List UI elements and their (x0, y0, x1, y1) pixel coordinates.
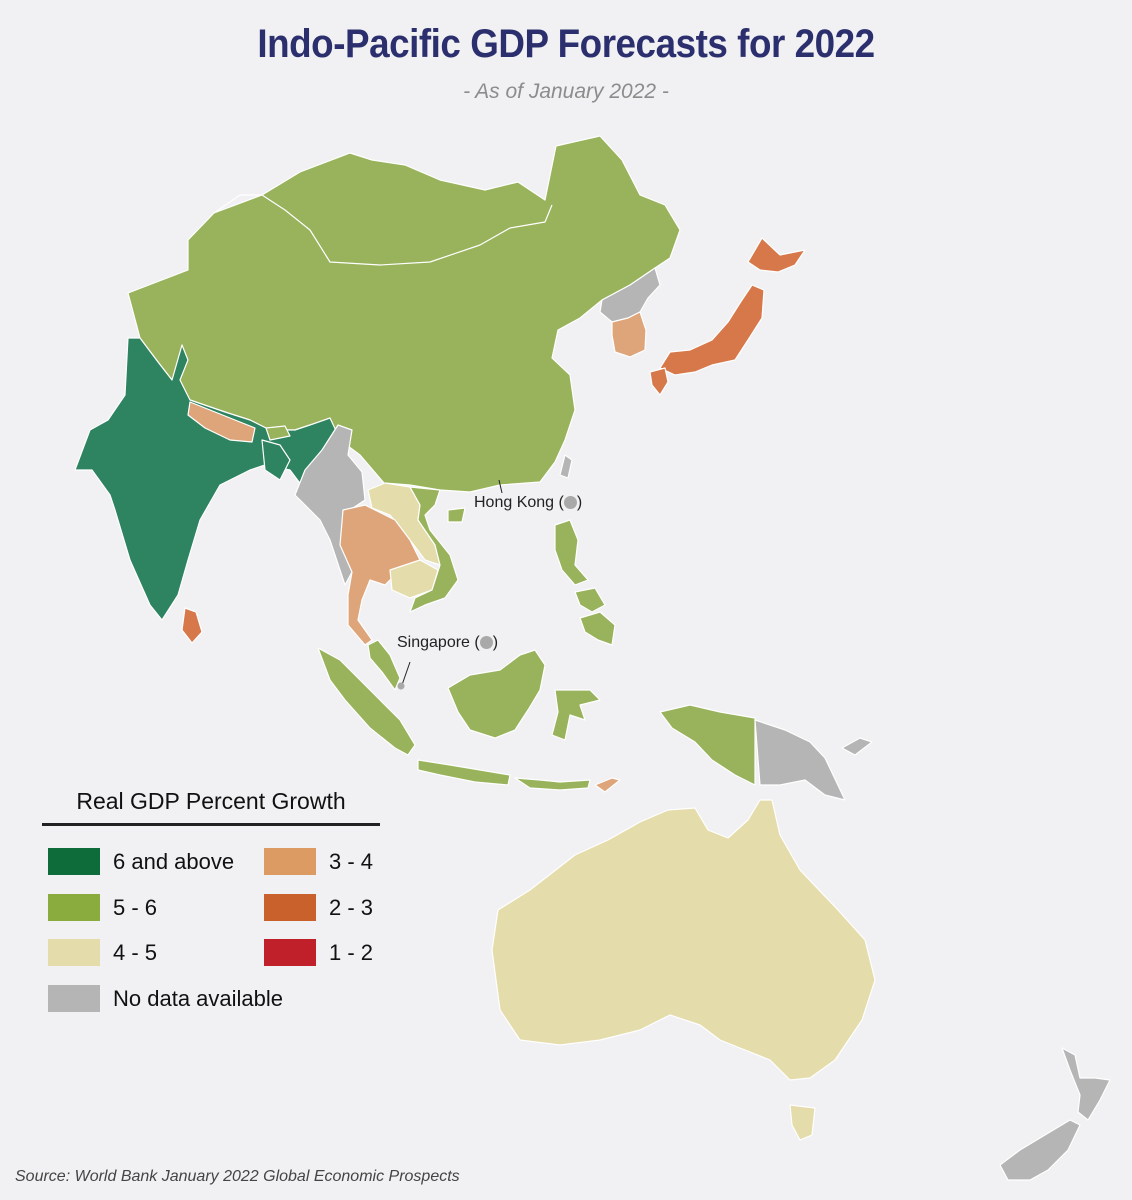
region-sulawesi (551, 689, 601, 741)
region-nepal (187, 401, 256, 443)
russia-border (213, 194, 262, 214)
hong-kong-leader-line (498, 479, 503, 494)
region-borneo (447, 649, 546, 739)
region-japan-hokkaido (747, 237, 806, 273)
legend-label: No data available (113, 985, 284, 1011)
legend-label: 5 - 6 (113, 894, 158, 920)
map-title: Indo-Pacific GDP Forecasts for 2022 (257, 22, 875, 66)
legend-label: 1 - 2 (329, 939, 374, 965)
region-malay-peninsula (367, 639, 401, 691)
legend-item-2-3: 2 - 3 (264, 894, 373, 921)
region-thailand (339, 504, 421, 646)
region-papua-new-guinea (754, 719, 846, 801)
legend-grid: 6 and above 5 - 6 4 - 5 No data availabl… (42, 826, 380, 1026)
legend-swatch (264, 848, 316, 875)
legend-item-6-and-above: 6 and above (48, 848, 234, 875)
legend-item-4-5: 4 - 5 (48, 939, 157, 966)
region-japan-kyushu (649, 367, 669, 396)
map-subtitle: - As of January 2022 - (463, 80, 669, 103)
legend-item-3-4: 3 - 4 (264, 848, 373, 875)
legend-label: 4 - 5 (113, 939, 158, 965)
hong-kong-close: ) (576, 494, 583, 511)
region-philippines-luzon (554, 519, 589, 586)
legend-item-no-data: No data available (48, 985, 283, 1012)
legend-swatch (48, 894, 100, 921)
region-vietnam (409, 486, 459, 613)
legend-swatch (264, 939, 316, 966)
legend-title: Real GDP Percent Growth (42, 788, 380, 826)
singapore-leader-line (401, 661, 411, 686)
region-new-zealand-north (1061, 1047, 1111, 1121)
region-papua-indonesia (659, 704, 756, 786)
region-philippines-mindanao (579, 611, 616, 646)
region-australia (491, 799, 876, 1081)
legend-label: 6 and above (113, 848, 235, 874)
region-bhutan (265, 425, 291, 441)
region-north-korea (599, 267, 661, 323)
singapore-close: ) (492, 634, 499, 651)
legend-label: 2 - 3 (329, 894, 374, 920)
legend-swatch (264, 894, 316, 921)
region-japan-honshu (659, 284, 765, 376)
legend-swatch (48, 939, 100, 966)
region-south-korea (611, 311, 647, 358)
region-bangladesh (261, 439, 291, 481)
singapore-label: Singapore () (397, 634, 498, 652)
legend-label: 3 - 4 (329, 848, 374, 874)
hong-kong-text: Hong Kong ( (474, 494, 564, 511)
region-india (74, 337, 339, 621)
singapore-marker (397, 682, 405, 690)
source-note: Source: World Bank January 2022 Global E… (15, 1168, 460, 1185)
hong-kong-no-data-dot (563, 496, 577, 509)
region-new-zealand-south (999, 1119, 1081, 1181)
region-lesser-sunda (514, 777, 591, 791)
region-sumatra (317, 647, 416, 756)
mongolia-border (261, 194, 553, 266)
region-sri-lanka (181, 607, 203, 644)
hong-kong-label: Hong Kong () (474, 494, 582, 512)
legend-item-5-6: 5 - 6 (48, 894, 157, 921)
legend-swatch (48, 985, 100, 1012)
legend-item-1-2: 1 - 2 (264, 939, 373, 966)
region-java (417, 759, 511, 786)
region-png-islands (841, 737, 873, 756)
region-taiwan (559, 454, 573, 479)
singapore-no-data-dot (479, 636, 493, 649)
legend-swatch (48, 848, 100, 875)
singapore-text: Singapore ( (397, 634, 480, 651)
legend: Real GDP Percent Growth 6 and above 5 - … (42, 788, 380, 1026)
region-philippines-visayas (574, 587, 606, 613)
region-timor-leste (594, 777, 621, 793)
region-tasmania (789, 1104, 816, 1141)
region-hainan (447, 507, 466, 523)
